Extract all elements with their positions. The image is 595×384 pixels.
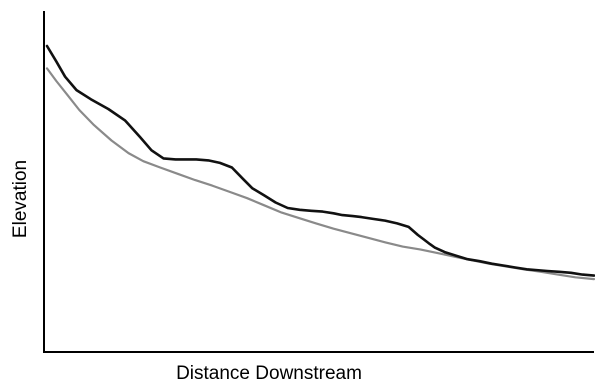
plot-lines (45, 44, 595, 281)
series-line-1 (45, 44, 595, 277)
y-axis-label: Elevation (10, 160, 31, 238)
x-axis-label: Distance Downstream (176, 363, 362, 384)
series-line-2 (45, 67, 595, 281)
